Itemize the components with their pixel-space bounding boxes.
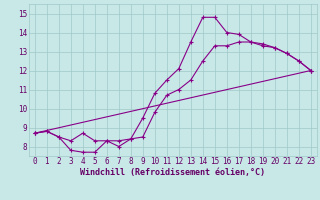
X-axis label: Windchill (Refroidissement éolien,°C): Windchill (Refroidissement éolien,°C) [80, 168, 265, 177]
